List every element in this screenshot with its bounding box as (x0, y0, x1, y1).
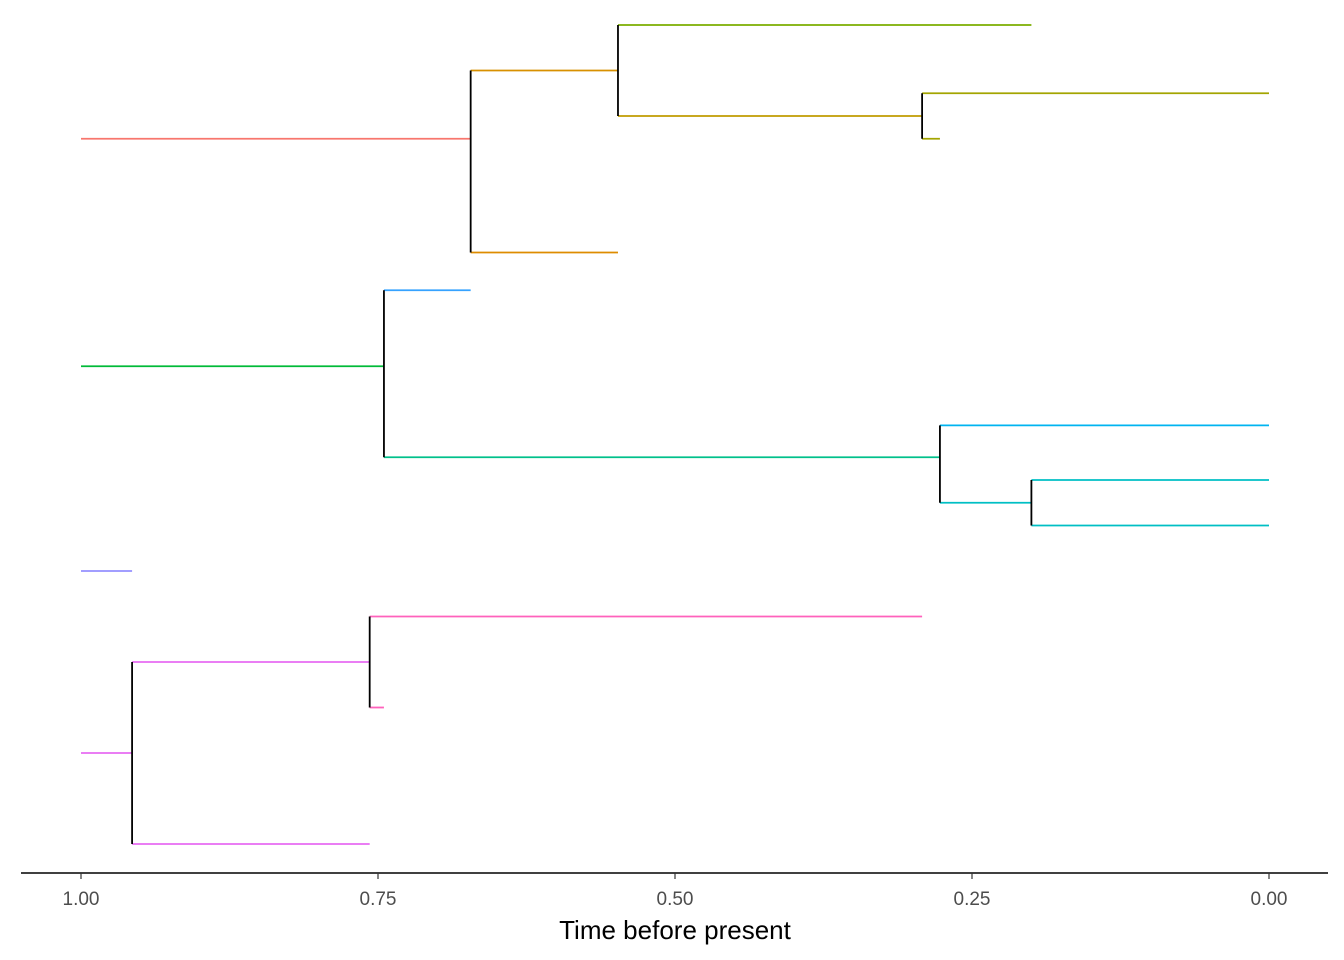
x-tick-label-2: 0.50 (657, 889, 694, 910)
node-layer (131, 25, 1033, 844)
x-axis-title: Time before present (559, 915, 791, 945)
x-tick-label-3: 0.25 (954, 889, 991, 910)
x-tick-label-1: 0.75 (360, 889, 397, 910)
x-tick-label-0: 1.00 (63, 889, 100, 910)
x-axis: 1.00 0.75 0.50 0.25 0.00 (63, 873, 1288, 910)
branch-layer (81, 24, 1269, 845)
x-tick-label-4: 0.00 (1251, 889, 1288, 910)
